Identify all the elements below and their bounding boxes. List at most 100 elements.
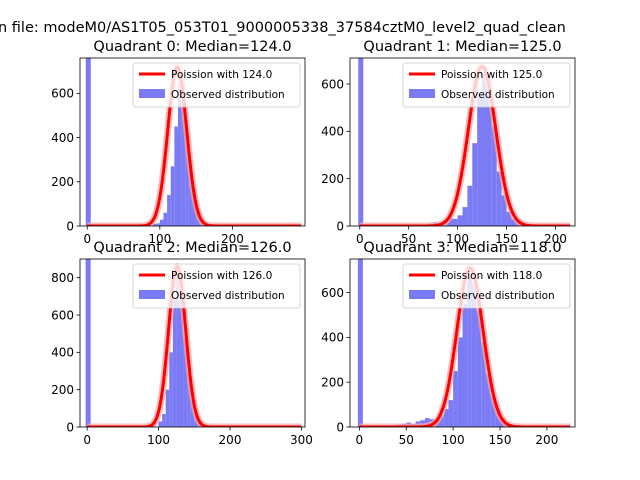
hist-bar-7 (452, 218, 458, 226)
hist-bar-10 (180, 292, 184, 427)
axes-frame (349, 57, 576, 227)
y-tick-label: 600 (51, 87, 74, 101)
legend-hist-label: Observed distribution (441, 89, 555, 101)
y-tick-label: 600 (321, 77, 344, 91)
hist-bar-11 (183, 337, 188, 427)
x-tick-label: 200 (221, 232, 244, 246)
subplot-title: Quadrant 0: Median=124.0 (93, 39, 291, 55)
y-tick-label: 400 (321, 331, 344, 345)
hist-bar-8 (457, 215, 463, 226)
hist-bar-20 (490, 395, 496, 427)
legend-hist-label: Observed distribution (441, 290, 555, 302)
hist-bar-9 (174, 126, 178, 226)
y-tick-label: 400 (321, 125, 344, 139)
x-tick-label: 100 (442, 433, 465, 447)
hist-bar-7 (169, 352, 173, 427)
x-tick-label: 100 (148, 232, 171, 246)
legend: Poission with 118.0 Observed distribution (402, 263, 571, 309)
legend: Poission with 126.0 Observed distribution (132, 263, 301, 309)
hist-bar-16 (471, 283, 477, 427)
x-tick-label: 150 (495, 232, 518, 246)
y-tick-label: 200 (321, 172, 344, 186)
hist-bar-19 (485, 373, 491, 427)
plot-area (84, 259, 305, 427)
subplot-quadrant-1: 0 50 100 150 200 0 200 400 600 Quadrant 1: Median… (321, 39, 576, 246)
hist-bar-3 (152, 224, 157, 226)
subplot-title: Quadrant 1: Median=125.0 (363, 39, 561, 55)
hist-bar-11 (472, 143, 478, 226)
legend-fit-label: Poission with 118.0 (441, 270, 542, 282)
y-tick-label: 600 (51, 308, 74, 322)
hist-bar-10 (467, 185, 473, 226)
axes-frame (79, 57, 306, 227)
y-tick-label: 0 (336, 420, 344, 434)
subplot-title: Quadrant 3: Median=118.0 (363, 240, 561, 256)
fit-curve (86, 264, 303, 427)
hist-bar-18 (506, 211, 512, 226)
hist-bar-14 (462, 303, 468, 427)
y-tick-label: 200 (321, 376, 344, 390)
legend-fit-label: Poission with 126.0 (171, 270, 272, 282)
x-tick-label: 200 (219, 433, 242, 447)
hist-bar-11 (448, 400, 454, 427)
hist-bar-12 (453, 371, 458, 427)
x-tick-label: 50 (399, 433, 414, 447)
hist-bar-19 (511, 218, 517, 226)
hist-bar-5 (162, 413, 166, 427)
axes-frame (349, 258, 576, 428)
hist-bar-12 (477, 93, 483, 226)
legend-hist-swatch (409, 89, 435, 98)
hist-bar-spike (85, 259, 91, 427)
hist-bar-4 (158, 421, 163, 427)
hist-bar-10 (443, 409, 449, 427)
subplot-quadrant-2: 0 100 200 300 0 200 400 600 800 Quadrant 2: Media… (51, 240, 313, 447)
hist-bar-10 (177, 82, 182, 226)
x-tick-label: 100 (446, 232, 469, 246)
hist-bar-12 (185, 130, 189, 226)
hist-bar-11 (181, 84, 186, 226)
hist-bar-15 (491, 126, 497, 226)
hist-bar-9 (439, 415, 444, 427)
legend-fit-label: Poission with 125.0 (441, 69, 542, 81)
hist-bar-17 (476, 310, 482, 427)
hist-bar-16 (496, 171, 502, 226)
x-tick-label: 0 (356, 433, 364, 447)
hist-bar-12 (187, 371, 191, 427)
x-tick-label: 200 (535, 433, 558, 447)
hist-bar-spike (85, 58, 91, 226)
y-tick-label: 800 (51, 271, 74, 285)
hist-bar-6 (425, 418, 430, 427)
y-tick-label: 400 (51, 346, 74, 360)
y-tick-label: 200 (51, 383, 74, 397)
legend-hist-swatch (409, 290, 435, 299)
subplot-quadrant-0: 0 100 200 0 200 400 600 Quadrant 0: Median=124.… (51, 39, 306, 246)
x-tick-label: 100 (147, 433, 170, 447)
legend-hist-label: Observed distribution (171, 290, 285, 302)
x-tick-label: 0 (83, 232, 91, 246)
x-tick-label: 300 (290, 433, 313, 447)
hist-bar-9 (462, 207, 468, 226)
hist-bar-5 (159, 219, 164, 226)
hist-bar-13 (457, 337, 463, 427)
legend-box (402, 263, 571, 309)
x-tick-label: 200 (544, 232, 567, 246)
legend: Poission with 125.0 Observed distribution (402, 62, 571, 108)
y-tick-label: 600 (321, 286, 344, 300)
legend-box (132, 62, 301, 108)
legend-box (402, 62, 571, 108)
hist-bar-18 (481, 341, 486, 427)
hist-bar-4 (156, 223, 160, 226)
legend-box (132, 263, 301, 309)
hist-bar-14 (486, 79, 492, 226)
hist-bar-13 (188, 168, 193, 226)
y-tick-label: 0 (66, 420, 74, 434)
legend-hist-label: Observed distribution (171, 89, 285, 101)
axes-frame (79, 258, 306, 428)
x-tick-label: 0 (356, 232, 364, 246)
x-tick-label: 50 (401, 232, 416, 246)
hist-bar-spike (358, 58, 364, 226)
y-tick-label: 0 (336, 219, 344, 233)
hist-bar-6 (163, 212, 168, 226)
hist-bar-7 (167, 195, 171, 226)
